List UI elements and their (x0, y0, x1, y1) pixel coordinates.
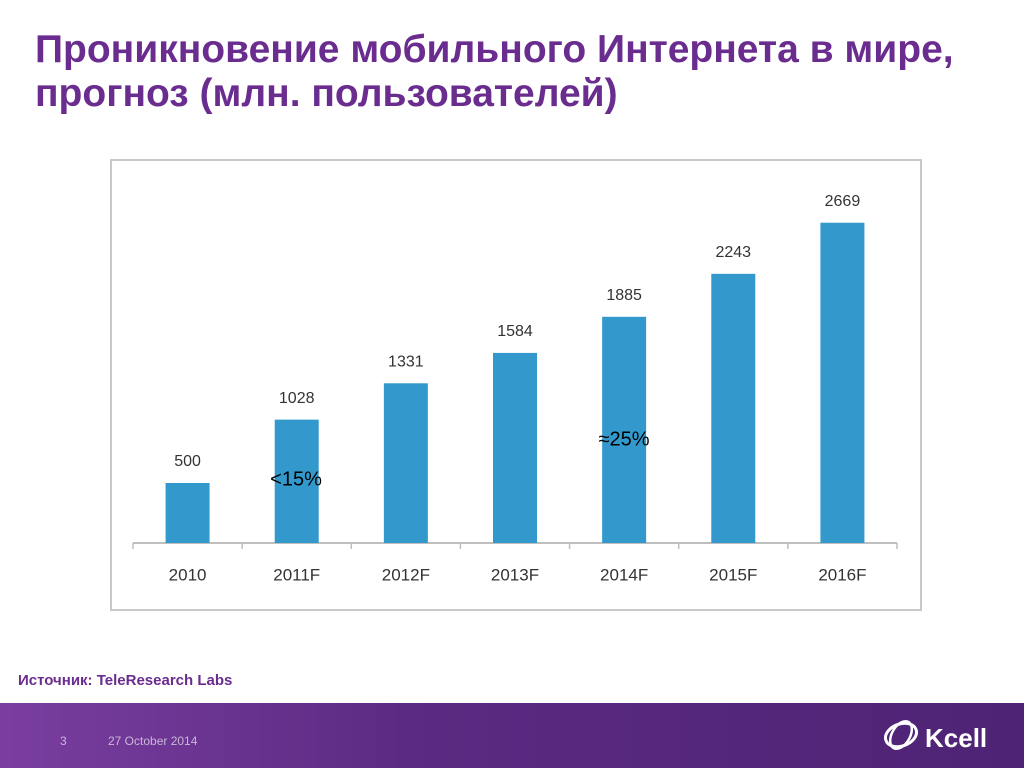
slide-title: Проникновение мобильного Интернета в мир… (35, 28, 954, 115)
bar (165, 483, 210, 543)
value-label: 1028 (279, 390, 315, 407)
bar (274, 419, 319, 543)
bar (383, 383, 428, 543)
value-label: 2669 (825, 193, 861, 210)
logo: Kcell (925, 723, 988, 753)
x-tick-label: 2012F (382, 565, 430, 584)
source: Источник: TeleResearch Labs (18, 672, 233, 689)
x-tick-label: 2011F (273, 565, 320, 584)
x-tick-label: 2016F (818, 565, 866, 584)
bar (820, 222, 865, 543)
footer: 3 27 October 2014 Kcell (0, 703, 1024, 768)
date: 27 October 2014 (108, 734, 198, 748)
x-tick-label: 2014F (600, 565, 648, 584)
value-label: 2243 (715, 244, 751, 261)
x-tick-label: 2013F (491, 565, 539, 584)
bar (711, 273, 756, 543)
x-tick-label: 2010 (169, 565, 207, 584)
value-label: 1331 (388, 353, 424, 370)
x-tick-label: 2015F (709, 565, 757, 584)
page-number: 3 (60, 734, 67, 748)
bar (602, 316, 647, 543)
annotation: ≈25% (598, 428, 649, 450)
value-label: 500 (174, 453, 201, 470)
annotation: <15% (270, 468, 322, 490)
value-label: 1584 (497, 323, 533, 340)
bar (493, 352, 537, 543)
chart: 500 2010 1028 2011F 1331 2012F 1584 2013F 1885 20… (110, 159, 922, 611)
value-label: 1885 (606, 287, 642, 304)
logo-icon (884, 720, 918, 750)
